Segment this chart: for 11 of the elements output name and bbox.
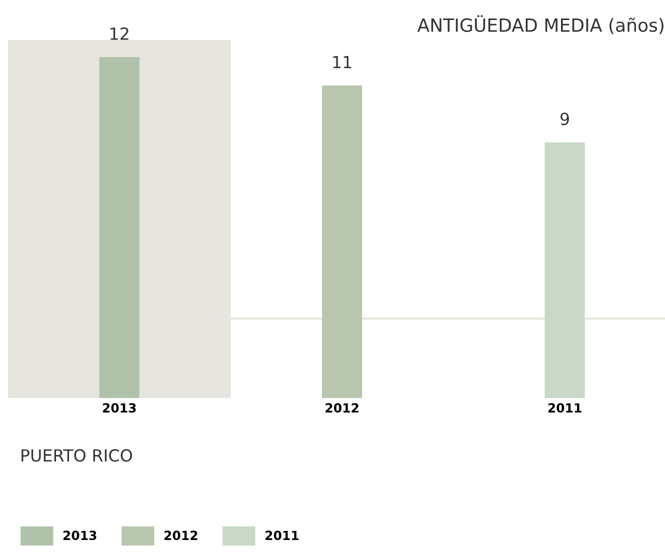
x-tick-label: 2013 <box>102 403 136 413</box>
data-label: 9 <box>560 112 569 126</box>
chart-title: ANTIGÜEDAD MEDIA (años) <box>417 15 664 34</box>
data-label: 12 <box>110 27 128 40</box>
legend-label: 2011 <box>266 530 298 540</box>
legend-label: 2013 <box>63 530 96 540</box>
x-tick-label: 2012 <box>326 403 358 413</box>
data-label: 11 <box>333 56 352 68</box>
x-tick-label: 2011 <box>548 403 582 413</box>
text: PUERTO RICO <box>22 449 132 462</box>
legend-label: 2012 <box>164 530 198 540</box>
